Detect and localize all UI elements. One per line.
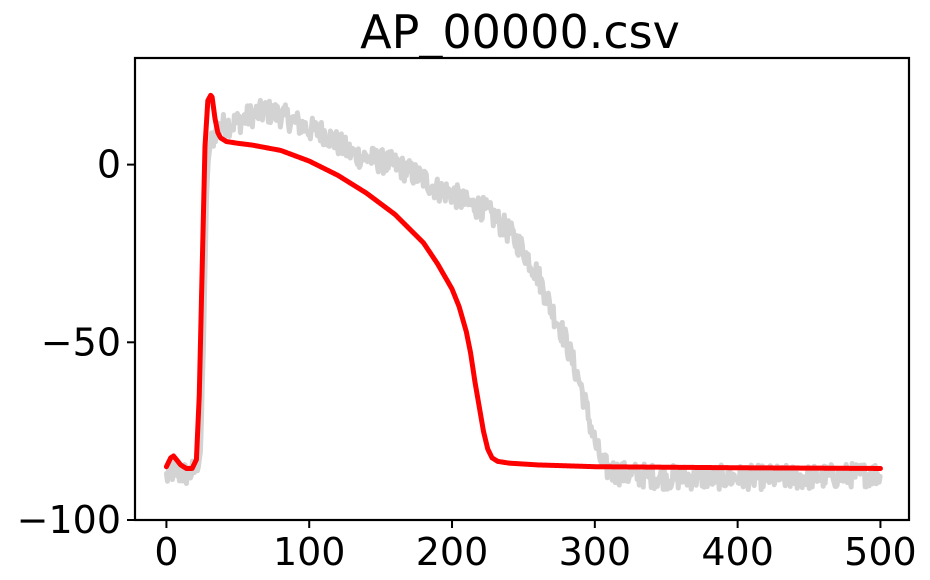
y-tick-label: −50 bbox=[41, 320, 121, 364]
plot-frame bbox=[133, 56, 911, 522]
x-tick-label: 200 bbox=[416, 530, 489, 574]
chart-title: AP_00000.csv bbox=[360, 5, 680, 59]
y-tick-label: −100 bbox=[17, 498, 121, 542]
series-line-model bbox=[163, 92, 883, 471]
series-layer bbox=[163, 92, 883, 493]
ticks-layer: 0 100 200 300 400 500 −100 −50 0 bbox=[17, 143, 917, 574]
series-line-measured bbox=[163, 97, 883, 493]
x-tick-label: 300 bbox=[559, 530, 632, 574]
x-tick-label: 0 bbox=[154, 530, 178, 574]
x-tick-label: 400 bbox=[701, 530, 774, 574]
y-tick-label: 0 bbox=[97, 143, 121, 187]
x-tick-label: 100 bbox=[273, 530, 346, 574]
x-tick-label: 500 bbox=[844, 530, 917, 574]
